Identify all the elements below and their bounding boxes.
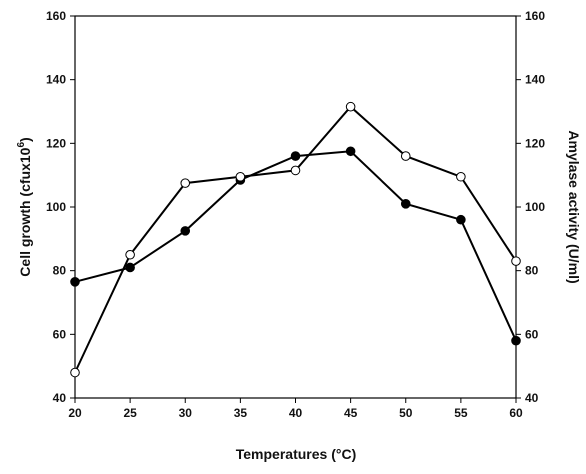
filled-circle-point	[125, 262, 135, 273]
series-line-1	[74, 150, 517, 342]
right-y-tick-label: 120	[525, 136, 545, 150]
filled-circle-point	[511, 335, 521, 346]
open-circle-point	[235, 171, 246, 182]
plot-frame	[74, 15, 517, 399]
right-y-tick-label: 140	[525, 73, 545, 87]
filled-circle-point	[345, 146, 356, 157]
left-y-axis-title: Cell growth (cfux106)	[16, 137, 33, 276]
filled-circle-point	[180, 226, 191, 236]
right-y-tick-label: 100	[525, 200, 545, 214]
right-y-tick-label: 60	[525, 327, 539, 341]
open-circle-point	[511, 256, 521, 266]
plot-axes	[74, 15, 517, 399]
filled-circle-point	[400, 199, 411, 209]
left-y-tick-label: 120	[46, 136, 66, 150]
series-points	[70, 101, 521, 378]
x-tick-label: 20	[68, 406, 82, 420]
x-tick-label: 55	[454, 406, 468, 420]
x-tick-label: 40	[289, 406, 303, 420]
x-tick-label: 50	[399, 406, 413, 420]
left-y-axis-title-tail: )	[17, 137, 33, 142]
open-circle-point	[180, 178, 191, 188]
open-circle-point	[125, 249, 135, 260]
open-circle-point	[70, 367, 80, 378]
right-y-tick-label: 160	[525, 9, 545, 23]
left-y-tick-label: 40	[53, 391, 67, 405]
series-line-2	[74, 105, 517, 373]
left-y-axis-title-superscript: 6	[16, 142, 27, 148]
open-circle-point	[456, 171, 466, 182]
filled-circle-point	[456, 214, 466, 225]
left-y-tick-label: 60	[53, 327, 67, 341]
left-y-tick-label: 160	[46, 9, 66, 23]
open-circle-point	[290, 165, 301, 176]
series-lines	[74, 105, 517, 373]
x-tick-label: 25	[123, 406, 137, 420]
filled-circle-point	[70, 277, 80, 287]
left-y-tick-label: 80	[53, 264, 67, 278]
filled-circle-point	[290, 151, 301, 161]
open-circle-point	[400, 151, 411, 161]
right-y-tick-label: 40	[525, 391, 539, 405]
right-y-axis-title: Amylase activity (U/ml)	[566, 130, 582, 283]
x-tick-label: 45	[344, 406, 358, 420]
x-tick-label: 60	[509, 406, 523, 420]
x-tick-label: 35	[234, 406, 248, 420]
x-tick-label: 30	[179, 406, 193, 420]
right-y-tick-label: 80	[525, 264, 539, 278]
left-y-tick-label: 100	[46, 200, 66, 214]
open-circle-point	[345, 101, 356, 112]
left-y-tick-label: 140	[46, 73, 66, 87]
x-axis-title: Temperatures (°C)	[236, 446, 356, 462]
left-y-axis-title-main: Cell growth (cfux10	[17, 147, 33, 276]
